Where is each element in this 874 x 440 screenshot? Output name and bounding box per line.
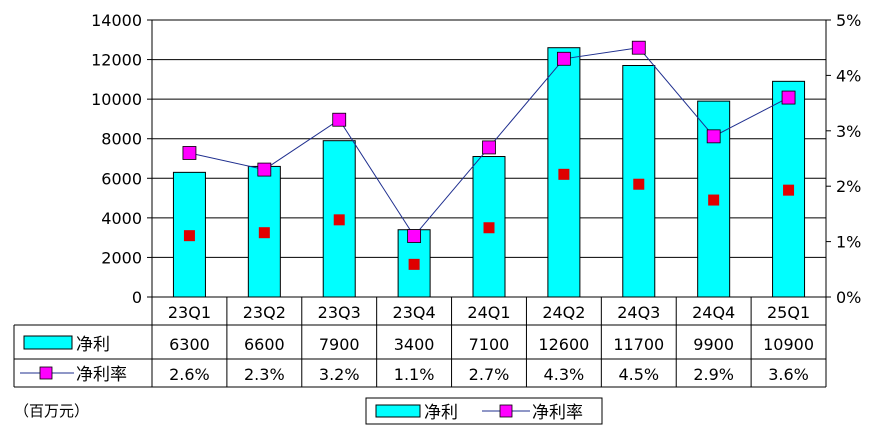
y-left-tick-label: 8000 (101, 130, 142, 149)
red-marker (633, 178, 645, 190)
table-cell: 3.6% (768, 365, 809, 384)
x-tick-label: 25Q1 (767, 303, 810, 322)
table-cell: 4.3% (544, 365, 585, 384)
table-cell: 11700 (613, 335, 664, 354)
table-cell: 3.2% (319, 365, 360, 384)
legend: 净利 净利率 (365, 397, 603, 425)
y-left-tick-label: 4000 (101, 209, 142, 228)
y-right-tick-label: 1% (836, 233, 861, 252)
axes: 0 2000 4000 6000 8000 10000 12000 14000 0% 1% 2% 3%… (91, 11, 861, 307)
x-tick-label: 23Q1 (168, 303, 211, 322)
line-marker (257, 162, 272, 177)
red-marker (708, 194, 720, 206)
table-cell: 2.7% (469, 365, 510, 384)
table-cell: 7100 (469, 335, 510, 354)
x-tick-label: 23Q2 (243, 303, 286, 322)
line-marker (182, 146, 197, 160)
table-cell: 6300 (169, 335, 210, 354)
y-left-tick-label: 14000 (91, 11, 142, 30)
red-marker (483, 222, 495, 234)
legend-label: 净利率 (532, 403, 583, 423)
red-marker (258, 227, 270, 239)
line-marker (482, 140, 496, 155)
red-marker (408, 258, 420, 270)
table-key-marker (39, 366, 53, 380)
y-right-tick-label: 5% (836, 11, 861, 30)
x-tick-label: 24Q4 (692, 303, 735, 322)
line-marker (407, 229, 422, 243)
y-left-tick-label: 2000 (101, 248, 142, 267)
line-marker (631, 40, 646, 55)
x-tick-label: 23Q4 (393, 303, 436, 322)
table-cell: 10900 (763, 335, 814, 354)
line-marker (706, 129, 721, 144)
line-marker (781, 90, 796, 105)
table-cell: 12600 (538, 335, 589, 354)
table-cell: 4.5% (618, 365, 659, 384)
table-cell: 2.9% (693, 365, 734, 384)
table-row-label: 净利 (76, 335, 110, 355)
red-marker (183, 230, 195, 242)
x-tick-label: 24Q3 (617, 303, 660, 322)
red-marker (558, 168, 570, 180)
data-table: 23Q1 23Q2 23Q3 23Q4 24Q1 24Q2 24Q3 24Q4 25Q1 净利 63… (13, 296, 827, 388)
y-right-tick-label: 3% (836, 122, 861, 141)
y-left-tick-label: 6000 (101, 169, 142, 188)
red-marker (783, 184, 795, 196)
x-tick-label: 24Q1 (467, 303, 510, 322)
unit-label: （百万元） (14, 402, 90, 420)
table-cell: 7900 (319, 335, 360, 354)
y-right-tick-label: 2% (836, 177, 861, 196)
legend-key-marker (499, 404, 513, 418)
y-right-tick-label: 4% (836, 66, 861, 85)
y-right-tick-label: 0% (836, 288, 861, 307)
y-left-tick-label: 0 (132, 288, 142, 307)
line-series (182, 40, 796, 270)
table-cell: 9900 (693, 335, 734, 354)
x-tick-label: 23Q3 (318, 303, 361, 322)
red-marker (333, 214, 345, 226)
table-cell: 3400 (394, 335, 435, 354)
x-tick-label: 24Q2 (542, 303, 585, 322)
legend-key-bar (375, 404, 421, 418)
table-cell: 2.6% (169, 365, 210, 384)
table-row-label: 净利率 (76, 365, 127, 385)
line-marker (332, 112, 347, 127)
table-cell: 6600 (244, 335, 285, 354)
table-key-bar (23, 335, 73, 350)
y-left-tick-label: 10000 (91, 90, 142, 109)
legend-label: 净利 (424, 403, 458, 423)
y-left-tick-label: 12000 (91, 51, 142, 70)
table-cell: 2.3% (244, 365, 285, 384)
table-cell: 1.1% (394, 365, 435, 384)
line-marker (556, 51, 571, 66)
